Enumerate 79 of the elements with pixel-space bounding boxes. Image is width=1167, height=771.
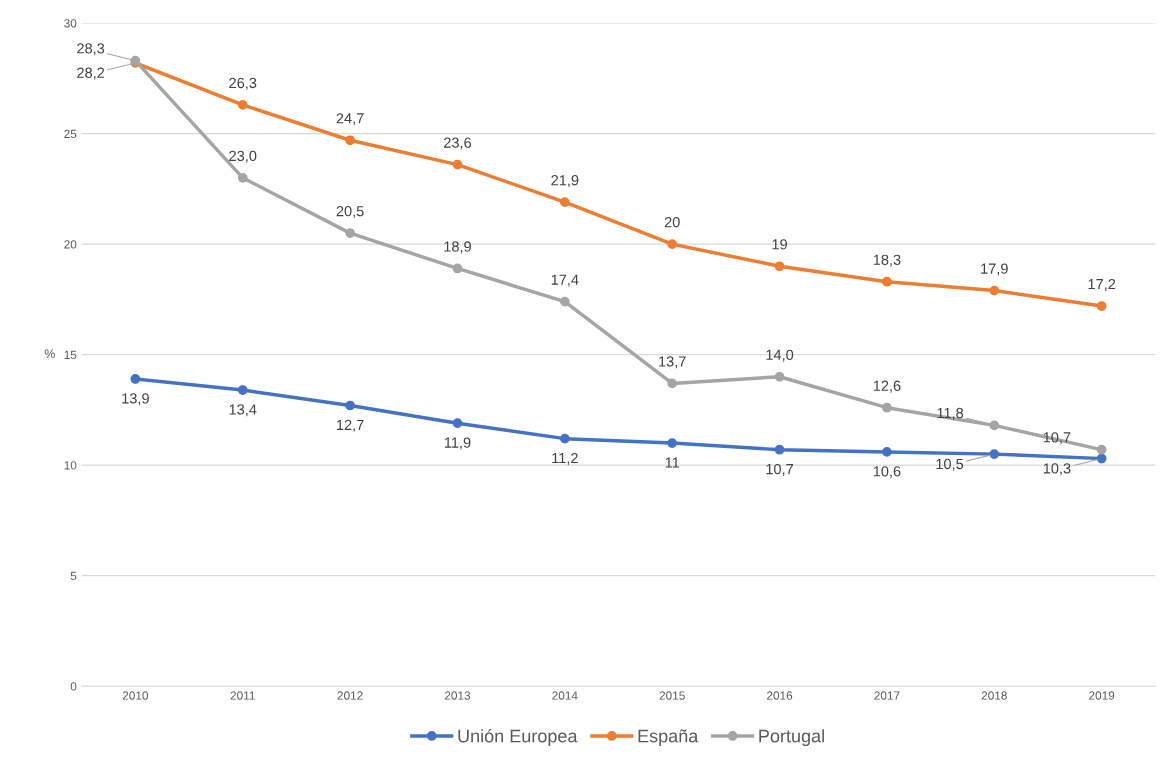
data-label: 23,0 [229,150,257,163]
point [1096,444,1107,455]
x-tick-label: 2018 [981,691,1007,700]
point [989,285,1000,296]
data-label: 18,9 [444,241,471,254]
y-tick-label: 25 [64,129,77,139]
x-tick-label: 2011 [230,691,255,700]
data-label: 11,2 [552,452,578,465]
legend-label: Portugal [759,729,824,747]
data-label: 10,6 [873,466,901,479]
data-label: 12,6 [873,380,901,393]
point [1096,301,1107,311]
data-label: 17,2 [1088,278,1116,291]
y-tick-label: 5 [70,571,77,581]
data-label: 20,5 [336,206,364,219]
point [559,197,570,208]
y-tick-label: 15 [64,350,77,360]
data-label: 11,8 [937,407,964,420]
point [345,228,355,238]
data-label: 10,7 [1043,432,1071,445]
point [237,100,248,110]
data-label: 10,5 [936,458,964,471]
point [452,159,463,170]
point [345,135,355,146]
point [667,438,678,448]
data-label: 11,9 [444,437,471,450]
x-tick-label: 2014 [552,691,578,700]
data-label: 13,4 [229,404,257,417]
data-label: 10,3 [1043,463,1071,476]
y-tick-label: 20 [64,240,77,249]
y-tick-label: 30 [64,19,77,28]
x-tick-label: 2019 [1089,691,1115,700]
point [1096,453,1107,464]
data-label: 24,7 [336,113,364,126]
x-tick-label: 2013 [444,691,471,700]
point [130,374,141,384]
data-label: 21,9 [551,175,579,188]
point [452,418,463,429]
x-tick-label: 2010 [122,691,149,700]
data-label: 17,4 [551,274,579,287]
y-tick-label: 10 [64,461,77,470]
point [667,378,678,389]
x-tick-label: 2017 [874,691,900,700]
point [774,261,785,272]
data-label: 11 [665,457,680,468]
point [774,371,785,382]
data-label: 18,3 [873,254,901,267]
point [345,400,355,411]
y-tick-label: 0 [70,682,77,691]
point [882,447,892,457]
x-tick-label: 2016 [767,691,793,700]
point [882,402,892,413]
data-label: 13,7 [659,356,686,369]
data-label: 23,6 [444,137,472,150]
point [774,444,785,455]
data-label: 26,3 [229,77,257,90]
data-label: 28,2 [77,67,105,80]
point [237,172,248,183]
legend-label: Unión Europea [458,728,578,747]
legend-label: España [638,729,699,747]
point [559,433,570,444]
point [989,420,1000,431]
data-label: 19 [772,239,787,250]
data-label: 20 [664,217,680,228]
y-axis-title: % [44,349,55,358]
point [237,385,248,395]
point [667,239,678,250]
data-label: 12,7 [337,419,364,432]
data-label: 28,3 [77,43,105,56]
data-label: 14,0 [766,349,794,362]
point [989,449,1000,459]
point [882,276,892,287]
data-label: 17,9 [981,263,1008,276]
data-label: 13,9 [122,393,149,406]
x-tick-label: 2012 [337,691,363,700]
point [452,263,463,274]
point [559,296,570,307]
data-label: 10,7 [766,463,794,477]
x-tick-label: 2015 [659,691,685,700]
